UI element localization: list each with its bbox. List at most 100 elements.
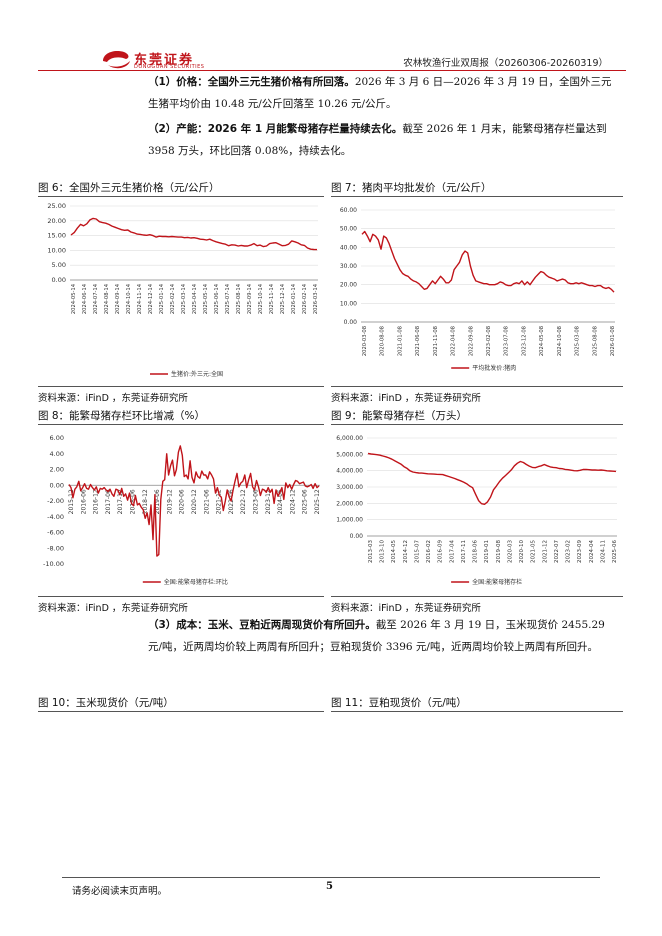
x-tick-label: 2019-06 — [154, 489, 161, 514]
figure-6-top-rule — [38, 196, 324, 197]
figure-7-caption: 图 7：猪肉平均批发价（元/公斤） — [331, 182, 492, 194]
y-tick-label: 60.00 — [340, 207, 357, 214]
y-tick-label: 4.00 — [50, 450, 64, 458]
x-tick-label: 2020-12 — [191, 489, 198, 514]
x-tick-label: 2013-03 — [368, 540, 374, 563]
x-tick-label: 2020-03 — [507, 540, 513, 563]
x-tick-label: 2023-12 — [265, 489, 272, 514]
x-tick-label: 2025-08-08 — [592, 326, 598, 356]
x-tick-label: 2021-06-08 — [415, 326, 421, 356]
x-tick-label: 2014-12 — [403, 540, 409, 563]
x-tick-label: 2025-08-14 — [236, 283, 242, 314]
x-tick-label: 2023-12-08 — [521, 326, 527, 356]
x-tick-label: 2016-12 — [93, 489, 100, 514]
y-tick-label: 30.00 — [340, 263, 357, 270]
x-tick-label: 2025-02-14 — [170, 283, 176, 314]
y-tick-label: 40.00 — [340, 244, 357, 251]
x-tick-label: 2017-12 — [117, 489, 124, 514]
chart-pig-price: 25.00 20.00 15.00 10.00 5.00 0.00 2024-05-14 20… — [47, 202, 319, 378]
logo-subtext: DONGGUAN SECURITIES — [134, 64, 205, 70]
y-tick-label: 20.00 — [340, 282, 357, 289]
x-tick-label: 2025-09-14 — [247, 283, 253, 314]
paragraph-cost-text: 截至 2026 年 3 月 19 日，玉米现货价 2455.29 元/吨，近两周… — [148, 619, 605, 653]
y-tick-label: 10.00 — [47, 246, 66, 254]
x-tick-label: 2024-05-08 — [539, 326, 545, 356]
report-title: 农林牧渔行业双周报（20260306-20260319） — [403, 58, 608, 69]
logo-text: 东莞证券 — [134, 53, 195, 68]
figure-9-caption: 图 9：能繁母猪存栏（万头） — [331, 410, 468, 422]
figure-7-bottom-rule — [331, 386, 623, 387]
figure-6-caption: 图 6：全国外三元生猪价格（元/公斤） — [38, 182, 220, 194]
x-tick-label: 2026-02-14 — [302, 283, 308, 314]
x-tick-label: 2025-05-14 — [203, 283, 209, 314]
x-tick-label: 2024-12-14 — [148, 283, 154, 314]
y-tick-label: 0.00 — [350, 533, 364, 540]
figure-8-caption: 图 8：能繁母猪存栏环比增减（%） — [38, 410, 205, 422]
legend-label: 全国:能繁母猪存栏 — [472, 578, 522, 586]
y-tick-label: 6,000.00 — [336, 435, 363, 442]
x-tick-label: 2024-11-14 — [137, 283, 143, 314]
x-tick-label: 2019-01 — [484, 540, 490, 563]
y-tick-label: 2.00 — [50, 466, 64, 474]
x-tick-label: 2025-03-14 — [181, 283, 187, 314]
x-tick-label: 2018-12 — [142, 489, 149, 514]
x-tick-label: 2021-11-08 — [433, 326, 439, 356]
x-tick-label: 2015-12 — [68, 489, 75, 514]
y-tick-label: 3,000.00 — [336, 484, 363, 491]
x-tick-label: 2025-01-14 — [159, 283, 165, 314]
x-tick-label: 2024-07-14 — [93, 283, 99, 314]
x-tick-label: 2022-06 — [228, 489, 235, 514]
x-tick-label: 2020-06 — [179, 489, 186, 514]
paragraph-price-text: 2026 年 3 月 6 日—2026 年 3 月 19 日，全国外三元生猪平均… — [148, 76, 612, 110]
x-tick-label: 2025-12-14 — [280, 283, 286, 314]
y-tick-label: 2,000.00 — [336, 500, 363, 507]
series-line — [68, 445, 320, 557]
figure-10-caption: 图 10：玉米现货价（元/吨） — [38, 697, 174, 709]
chart-pork-wholesale-price: 60.00 50.00 40.00 30.00 20.00 10.00 0.00 2020-0… — [340, 207, 616, 372]
x-tick-label: 2017-06 — [105, 489, 112, 514]
x-tick-label: 2013-10 — [380, 540, 386, 563]
x-tick-label: 2022-04-08 — [451, 326, 457, 356]
y-tick-label: 5.00 — [52, 261, 66, 269]
y-tick-label: 25.00 — [47, 202, 66, 210]
y-tick-label: 5,000.00 — [336, 451, 363, 458]
series-line — [361, 230, 615, 293]
logo-mark-icon — [103, 51, 130, 69]
x-tick-label: 2020-08-08 — [380, 326, 386, 356]
x-tick-label: 2021-05 — [531, 540, 537, 563]
paragraph-cost-heading: （3）成本：玉米、豆粕近两周现货价有所回升。 — [148, 619, 376, 631]
y-tick-label: 20.00 — [47, 217, 66, 225]
figure-6-source: 资料来源：iFinD ，东莞证券研究所 — [38, 393, 188, 404]
x-tick-label: 2025-06 — [302, 489, 309, 514]
series-line — [70, 217, 318, 251]
figure-10-top-rule — [38, 711, 324, 712]
brand-logo: 东莞证券 DONGGUAN SECURITIES — [100, 48, 250, 72]
page-number: 5 — [326, 881, 333, 892]
x-tick-label: 2024-06 — [277, 489, 284, 514]
figure-11-caption: 图 11：豆粕现货价（元/吨） — [331, 697, 467, 709]
x-tick-label: 2025-06-14 — [214, 283, 220, 314]
x-tick-label: 2021-06 — [203, 489, 210, 514]
x-tick-label: 2026-01-14 — [291, 283, 297, 314]
x-tick-label: 2020-03-08 — [362, 326, 368, 356]
y-tick-label: 0.00 — [50, 481, 64, 489]
figure-6-bottom-rule — [38, 386, 324, 387]
figure-7-source: 资料来源：iFinD ，东莞证券研究所 — [331, 393, 481, 404]
y-tick-label: 0.00 — [344, 319, 358, 326]
figure-11-top-rule — [331, 711, 623, 712]
paragraph-price: （1）价格：全国外三元生猪价格有所回落。2026 年 3 月 6 日—2026 … — [148, 71, 618, 115]
x-tick-label: 2025-03-08 — [575, 326, 581, 356]
x-tick-label: 2020-10 — [519, 540, 525, 563]
x-tick-label: 2026-01-08 — [610, 326, 616, 356]
legend-label: 全国:能繁母猪存栏:环比 — [164, 578, 228, 586]
paragraph-capacity: （2）产能：2026 年 1 月能繁母猪存栏量持续去化。截至 2026 年 1 … — [148, 118, 618, 162]
y-tick-label: -4.00 — [47, 513, 64, 521]
x-tick-label: 2025-06 — [612, 540, 618, 563]
x-tick-label: 2024-10-14 — [126, 283, 132, 314]
x-tick-label: 2019-12 — [166, 489, 173, 514]
x-tick-label: 2021-01-08 — [397, 326, 403, 356]
x-tick-label: 2024-12 — [289, 489, 296, 514]
x-tick-label: 2025-12 — [314, 489, 321, 514]
y-tick-label: 4,000.00 — [336, 468, 363, 475]
y-tick-label: 6.00 — [50, 434, 64, 442]
